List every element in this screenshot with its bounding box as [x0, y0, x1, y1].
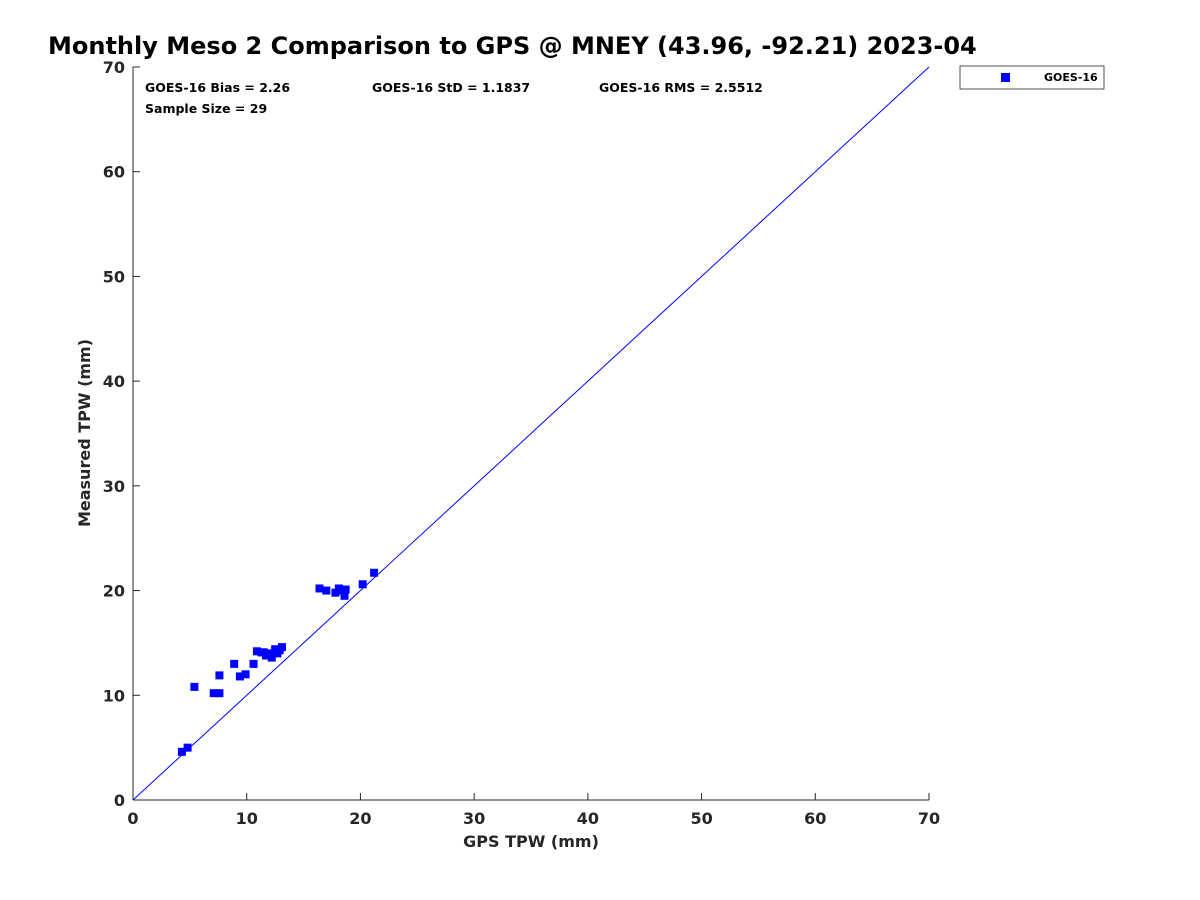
data-point — [215, 689, 224, 698]
y-axis-label: Measured TPW (mm) — [75, 339, 94, 527]
y-axis-ticks: 0 10 20 30 40 50 60 70 — [103, 58, 140, 810]
data-point — [340, 591, 349, 600]
y-tick-label: 40 — [103, 372, 125, 391]
data-point — [337, 586, 346, 595]
x-tick-label: 70 — [918, 809, 940, 828]
data-point — [271, 645, 280, 654]
legend-label-goes16: GOES-16 — [1044, 71, 1098, 84]
x-axis-ticks: 0 10 20 30 40 50 60 70 — [127, 793, 940, 828]
data-point — [190, 682, 199, 691]
scatter-points — [177, 568, 379, 756]
data-point — [249, 659, 258, 668]
data-point — [257, 648, 266, 657]
x-tick-label: 0 — [127, 809, 138, 828]
y-tick-label: 0 — [114, 791, 125, 810]
x-tick-label: 30 — [463, 809, 485, 828]
data-point — [315, 584, 324, 593]
y-tick-label: 70 — [103, 58, 125, 77]
chart-title: Monthly Meso 2 Comparison to GPS @ MNEY … — [48, 32, 977, 60]
x-tick-label: 50 — [690, 809, 712, 828]
data-point — [252, 647, 261, 656]
x-axis-label: GPS TPW (mm) — [463, 832, 599, 851]
x-tick-label: 40 — [577, 809, 599, 828]
x-tick-label: 20 — [349, 809, 371, 828]
data-point — [230, 659, 239, 668]
y-tick-label: 20 — [103, 582, 125, 601]
data-point — [370, 568, 379, 577]
data-point — [331, 588, 340, 597]
data-point — [322, 586, 331, 595]
x-tick-label: 60 — [804, 809, 826, 828]
one-to-one-reference-line — [132, 66, 930, 801]
stat-sample-size: Sample Size = 29 — [145, 101, 267, 116]
stat-std: GOES-16 StD = 1.1837 — [372, 80, 530, 95]
data-point — [209, 689, 218, 698]
legend-marker-goes16 — [1001, 73, 1010, 82]
plot-area: 0 10 20 30 40 50 60 70 0 10 20 30 40 50 60 70 — [103, 58, 940, 828]
y-tick-label: 10 — [103, 686, 125, 705]
y-tick-label: 50 — [103, 267, 125, 286]
y-tick-label: 30 — [103, 477, 125, 496]
legend: GOES-16 — [959, 65, 1105, 90]
x-tick-label: 10 — [236, 809, 258, 828]
stat-bias: GOES-16 Bias = 2.26 — [145, 80, 290, 95]
data-point — [275, 646, 284, 655]
data-point — [177, 747, 186, 756]
data-point — [358, 580, 367, 589]
legend-box — [959, 65, 1105, 90]
stat-rms: GOES-16 RMS = 2.5512 — [599, 80, 763, 95]
data-point — [341, 585, 350, 594]
data-point — [235, 672, 244, 681]
data-point — [265, 649, 274, 658]
y-tick-label: 60 — [103, 163, 125, 182]
data-point — [183, 743, 192, 752]
data-point — [267, 653, 276, 662]
data-point — [215, 671, 224, 680]
data-point — [241, 670, 250, 679]
